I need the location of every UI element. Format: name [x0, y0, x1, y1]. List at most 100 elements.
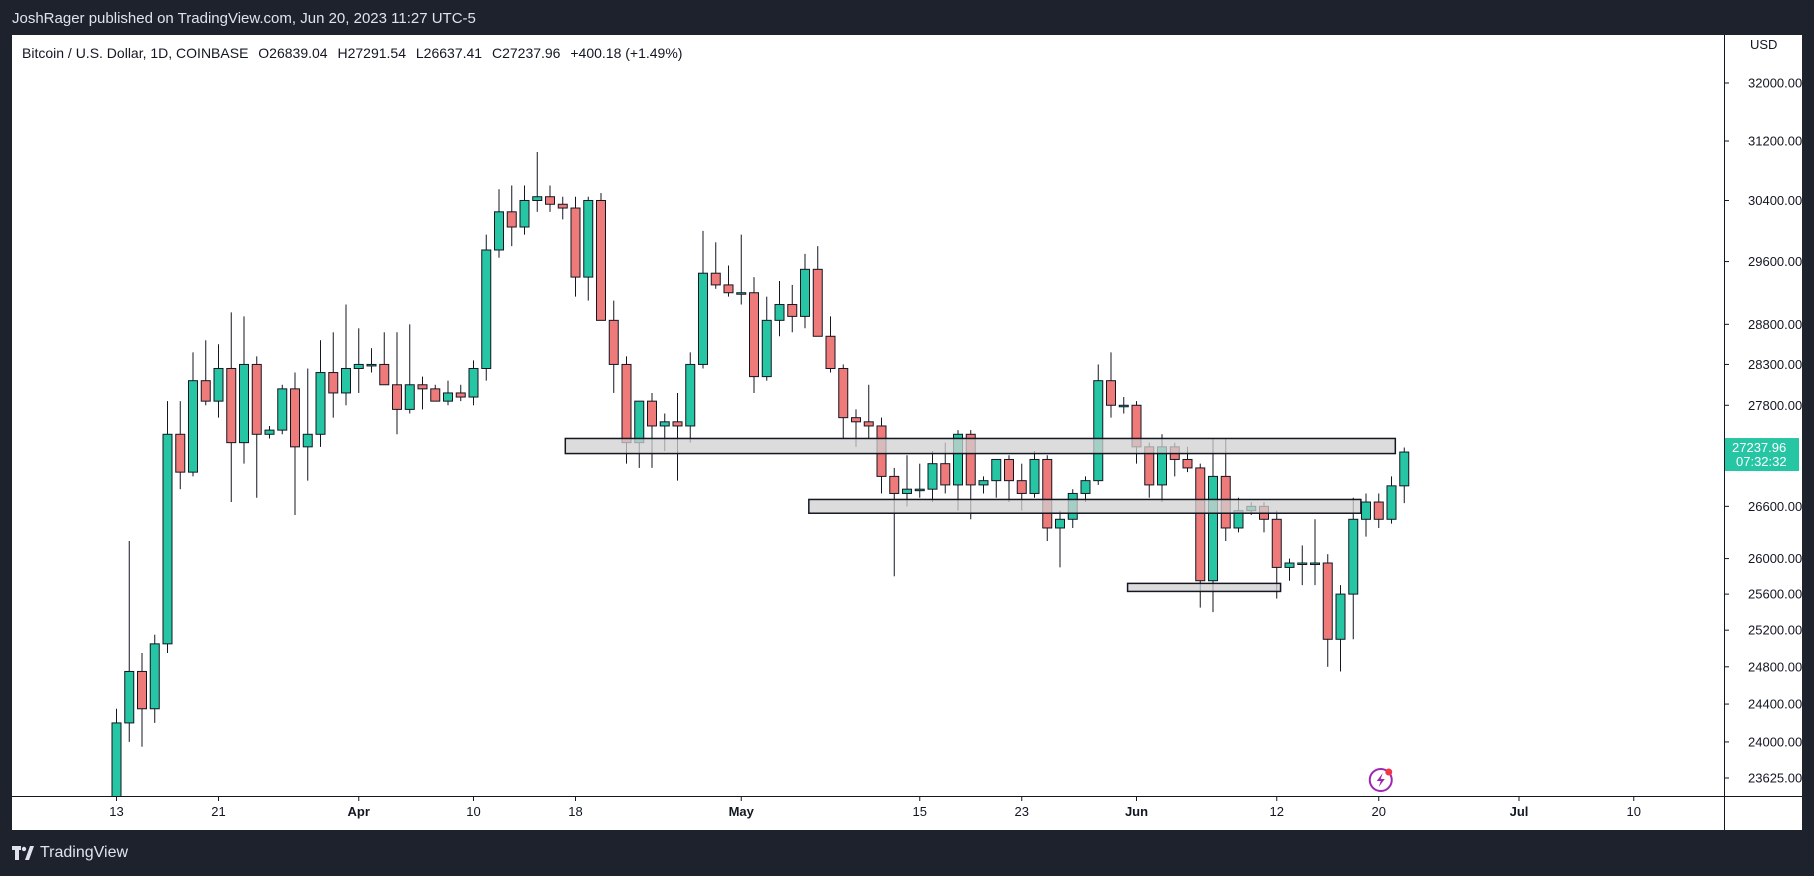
candle-body	[302, 433, 313, 448]
candle-body	[927, 463, 938, 490]
candle-body	[366, 363, 377, 367]
candle-body	[1106, 380, 1116, 406]
candle-body	[519, 199, 530, 228]
notification-dot	[1385, 768, 1393, 776]
candle-body	[672, 421, 683, 427]
time-tick-label: 10	[1627, 804, 1641, 819]
candle-body	[213, 367, 224, 402]
candle-body	[723, 284, 734, 294]
support-zone-3	[1126, 582, 1282, 593]
candle-body	[468, 367, 479, 398]
candle-body	[647, 400, 657, 427]
candle-body	[226, 367, 237, 444]
price-tick-label: 32000.00	[1748, 76, 1802, 91]
candlestick-chart[interactable]: USD 32000.00 31200.00 30400.00 29600.00 28800…	[12, 35, 1802, 830]
price-tick-label: 28800.00	[1748, 317, 1802, 332]
time-tick-label: 10	[466, 804, 480, 819]
candle-body	[532, 196, 543, 201]
candle-body	[863, 421, 874, 427]
chart-frame[interactable]: USD 32000.00 31200.00 30400.00 29600.00 28800…	[12, 35, 1802, 830]
candle-body	[353, 363, 364, 369]
price-tick-label: 29600.00	[1748, 254, 1802, 269]
time-tick-label: 13	[109, 804, 123, 819]
candle-body	[1386, 485, 1397, 520]
candle-body	[315, 372, 326, 435]
currency-label: USD	[1750, 37, 1777, 52]
candle-body	[264, 429, 275, 435]
candle-body	[557, 203, 568, 209]
symbol-name: Bitcoin / U.S. Dollar, 1D, COINBASE	[22, 45, 249, 61]
candle-body	[710, 272, 721, 286]
support-zone-2	[808, 498, 1362, 514]
candle-body	[570, 207, 581, 278]
ohlc-open: O26839.04	[258, 45, 328, 61]
tradingview-logo[interactable]: TradingView	[12, 843, 128, 863]
candle-body	[889, 475, 900, 494]
plot-area[interactable]	[111, 152, 1410, 829]
candle-body	[685, 363, 696, 427]
candle-body	[1297, 562, 1308, 566]
candle-body	[1335, 593, 1346, 640]
current-price-value: 27237.96	[1732, 440, 1786, 455]
candle-body	[838, 367, 849, 419]
candle-body	[162, 433, 173, 645]
candle-body	[1042, 458, 1053, 529]
candle-body	[1310, 562, 1320, 566]
candle-body	[851, 417, 861, 423]
candle-body	[1373, 501, 1384, 520]
candle-body	[596, 199, 606, 321]
time-tick-label: 18	[568, 804, 582, 819]
price-tick-label: 24000.00	[1748, 734, 1802, 749]
time-tick-label: May	[729, 804, 755, 819]
time-tick-label: 21	[211, 804, 225, 819]
price-tick-label: 30400.00	[1748, 193, 1802, 208]
candle-body	[1182, 458, 1193, 469]
candle-body	[137, 670, 147, 710]
ohlc-high: H27291.54	[337, 45, 406, 61]
candle-body	[914, 488, 925, 492]
price-tick-label: 25200.00	[1748, 623, 1802, 638]
time-tick-label: 20	[1372, 804, 1386, 819]
candle-body	[1195, 467, 1206, 582]
tradingview-brand: TradingView	[40, 844, 129, 861]
price-tick-label: 26600.00	[1748, 499, 1802, 514]
candle-body	[392, 384, 402, 410]
candle-body	[1208, 475, 1218, 582]
time-tick-label: 12	[1270, 804, 1284, 819]
candle-body	[1055, 518, 1065, 529]
candle-body	[583, 199, 594, 278]
price-tick-label: 23625.00	[1748, 771, 1802, 786]
candle-body	[430, 388, 441, 402]
support-zone-1	[564, 437, 1397, 455]
publisher-line: JoshRager published on TradingView.com, …	[12, 10, 476, 27]
ohlc-change: +400.18 (+1.49%)	[570, 45, 683, 61]
candle-body	[800, 268, 810, 317]
time-tick-label: 23	[1015, 804, 1029, 819]
candle-body	[1361, 501, 1371, 520]
candle-body	[277, 388, 288, 431]
candle-body	[379, 363, 390, 386]
candle-body	[774, 304, 785, 321]
candle-body	[341, 367, 351, 394]
candle-body	[494, 211, 504, 251]
candle-body	[978, 480, 989, 486]
candle-body	[124, 670, 135, 724]
candle-body	[736, 292, 747, 295]
candle-body	[1029, 458, 1040, 494]
time-tick-label: 15	[913, 804, 927, 819]
candle-body	[659, 421, 670, 427]
price-tick-label: 26000.00	[1748, 551, 1802, 566]
time-tick-label: Apr	[348, 804, 370, 819]
price-tick-label: 27800.00	[1748, 398, 1802, 413]
candle-body	[188, 380, 198, 473]
candle-body	[149, 643, 160, 710]
candle-body	[455, 392, 466, 398]
publish-header: JoshRager published on TradingView.com, …	[0, 0, 1814, 35]
candle-body	[200, 380, 211, 402]
candle-body	[1399, 451, 1410, 487]
candle-body	[1004, 458, 1014, 482]
ohlc-low: L26637.41	[415, 45, 483, 61]
candle-body	[328, 372, 339, 394]
candle-body	[1322, 562, 1333, 640]
lightning-bolt	[1376, 773, 1385, 787]
